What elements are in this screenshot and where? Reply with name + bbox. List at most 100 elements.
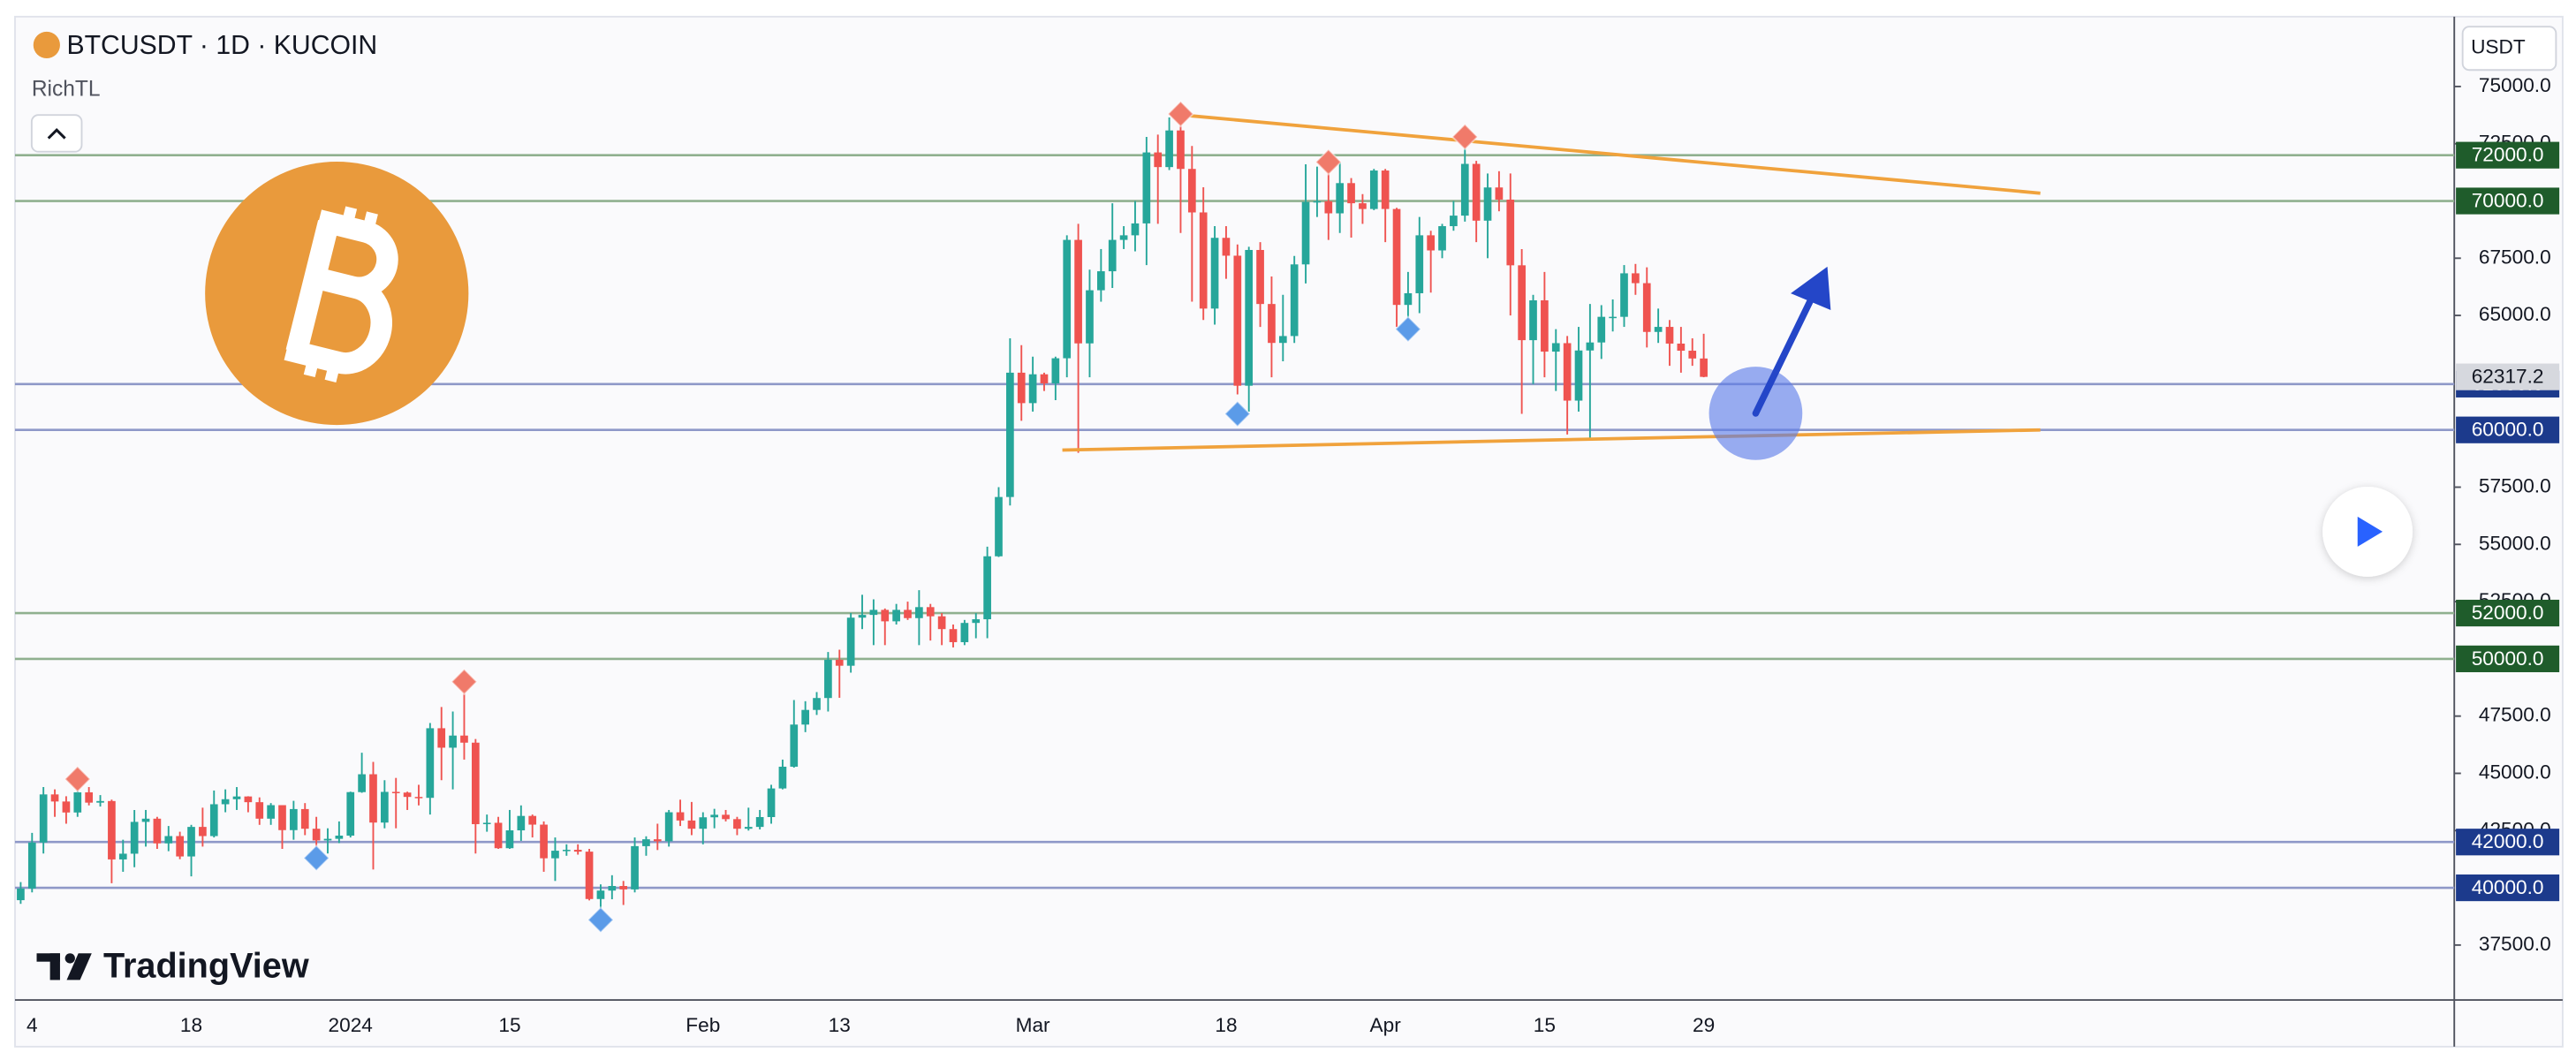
level-label-bg bbox=[2456, 829, 2560, 856]
candle-body bbox=[232, 796, 241, 799]
candle-body bbox=[846, 617, 855, 666]
y-tick-label: 57500.0 bbox=[2479, 474, 2551, 496]
candle-body bbox=[278, 805, 286, 830]
chart-frame bbox=[14, 15, 2564, 1048]
candle-body bbox=[1199, 212, 1208, 309]
candle-body bbox=[1541, 300, 1549, 352]
candle-body bbox=[244, 796, 253, 803]
candle-body bbox=[642, 839, 650, 846]
bitcoin-logo bbox=[205, 162, 469, 426]
candle-body bbox=[369, 774, 377, 823]
level-label-bg bbox=[2456, 599, 2560, 627]
candle-body bbox=[1654, 327, 1663, 332]
candle-body bbox=[1210, 238, 1219, 309]
x-tick-label: 18 bbox=[180, 1014, 202, 1036]
pivot-marker bbox=[1166, 100, 1194, 128]
collapse-chevron bbox=[47, 128, 66, 140]
x-tick-label: Mar bbox=[1016, 1014, 1050, 1036]
pivot-marker bbox=[450, 668, 478, 696]
candle-body bbox=[1642, 283, 1651, 332]
candle-body bbox=[209, 804, 218, 837]
candle-body bbox=[1665, 327, 1674, 344]
candle-body bbox=[323, 838, 332, 841]
candle-body bbox=[1551, 343, 1560, 352]
candle-body bbox=[460, 735, 468, 743]
candle-body bbox=[1518, 265, 1526, 341]
candle-body bbox=[130, 822, 139, 854]
candle-body bbox=[1290, 264, 1299, 337]
candle-body bbox=[27, 842, 36, 889]
candle-body bbox=[1574, 350, 1583, 401]
level-label-bg bbox=[2456, 645, 2560, 672]
candle-body bbox=[1051, 358, 1060, 384]
candle-body bbox=[562, 850, 571, 852]
y-tick-label: 37500.0 bbox=[2479, 933, 2551, 955]
candle-body bbox=[267, 805, 275, 819]
watermark: TradingView bbox=[103, 947, 309, 986]
candle-body bbox=[1142, 152, 1151, 223]
candle-body bbox=[1086, 290, 1094, 344]
candle-body bbox=[1187, 169, 1196, 213]
candle-body bbox=[1233, 255, 1242, 386]
candle-body bbox=[1438, 226, 1446, 251]
candle-body bbox=[904, 610, 912, 618]
candle-body bbox=[494, 822, 503, 849]
candle-body bbox=[118, 853, 127, 859]
candle-body bbox=[1415, 235, 1424, 293]
candle-body bbox=[995, 496, 1003, 556]
candle-body bbox=[687, 820, 696, 829]
candle-body bbox=[824, 659, 832, 699]
candle-body bbox=[1404, 292, 1413, 306]
pivot-marker bbox=[1315, 148, 1343, 176]
candle-body bbox=[449, 735, 457, 748]
pivot-marker bbox=[1394, 315, 1422, 344]
candle-body bbox=[551, 851, 559, 859]
candle-body bbox=[1369, 170, 1378, 209]
candle-body bbox=[1245, 249, 1254, 386]
candle-body bbox=[1620, 273, 1628, 317]
candle-body bbox=[1165, 130, 1173, 168]
candle-body bbox=[73, 791, 82, 813]
chart-title: BTCUSDT · 1D · KUCOIN bbox=[66, 31, 377, 60]
candle-body bbox=[1017, 372, 1026, 404]
x-tick-label: 2024 bbox=[329, 1014, 373, 1036]
candle-body bbox=[381, 791, 389, 823]
candle-body bbox=[1688, 351, 1697, 359]
pivot-marker bbox=[1451, 123, 1479, 151]
candle-body bbox=[881, 610, 890, 622]
candle-body bbox=[62, 801, 71, 813]
last-price-label: 62317.2 bbox=[2472, 366, 2544, 388]
candle-body bbox=[221, 799, 230, 805]
candle-body bbox=[1392, 208, 1401, 306]
candle-body bbox=[1495, 187, 1504, 200]
x-tick-label: Feb bbox=[686, 1014, 720, 1036]
candle-body bbox=[517, 815, 526, 831]
candle-body bbox=[1063, 239, 1072, 359]
level-label-bg bbox=[2456, 416, 2560, 443]
candle-body bbox=[596, 890, 605, 899]
currency-label: USDT bbox=[2471, 36, 2526, 58]
candle-body bbox=[1450, 216, 1458, 227]
candle-body bbox=[39, 794, 48, 843]
candle-body bbox=[1586, 342, 1595, 351]
candle-body bbox=[1313, 201, 1322, 203]
currency-box[interactable] bbox=[2461, 26, 2557, 72]
candle-body bbox=[1336, 183, 1345, 214]
symbol-icon bbox=[33, 31, 60, 59]
level-label: 50000.0 bbox=[2472, 647, 2544, 670]
indicator-name: RichTL bbox=[32, 77, 101, 101]
x-tick-label: 18 bbox=[1215, 1014, 1237, 1036]
trend-line bbox=[1062, 428, 2041, 452]
candle-body bbox=[949, 629, 958, 642]
collapse-button[interactable] bbox=[30, 114, 83, 153]
x-tick-label: 15 bbox=[1534, 1014, 1556, 1036]
candle-body bbox=[1074, 239, 1082, 344]
candle-body bbox=[187, 827, 195, 857]
last-price-bg bbox=[2456, 363, 2560, 390]
candle-body bbox=[755, 816, 764, 828]
candle-body bbox=[983, 556, 991, 620]
y-tick-label: 47500.0 bbox=[2479, 704, 2551, 726]
candle-body bbox=[403, 792, 412, 798]
